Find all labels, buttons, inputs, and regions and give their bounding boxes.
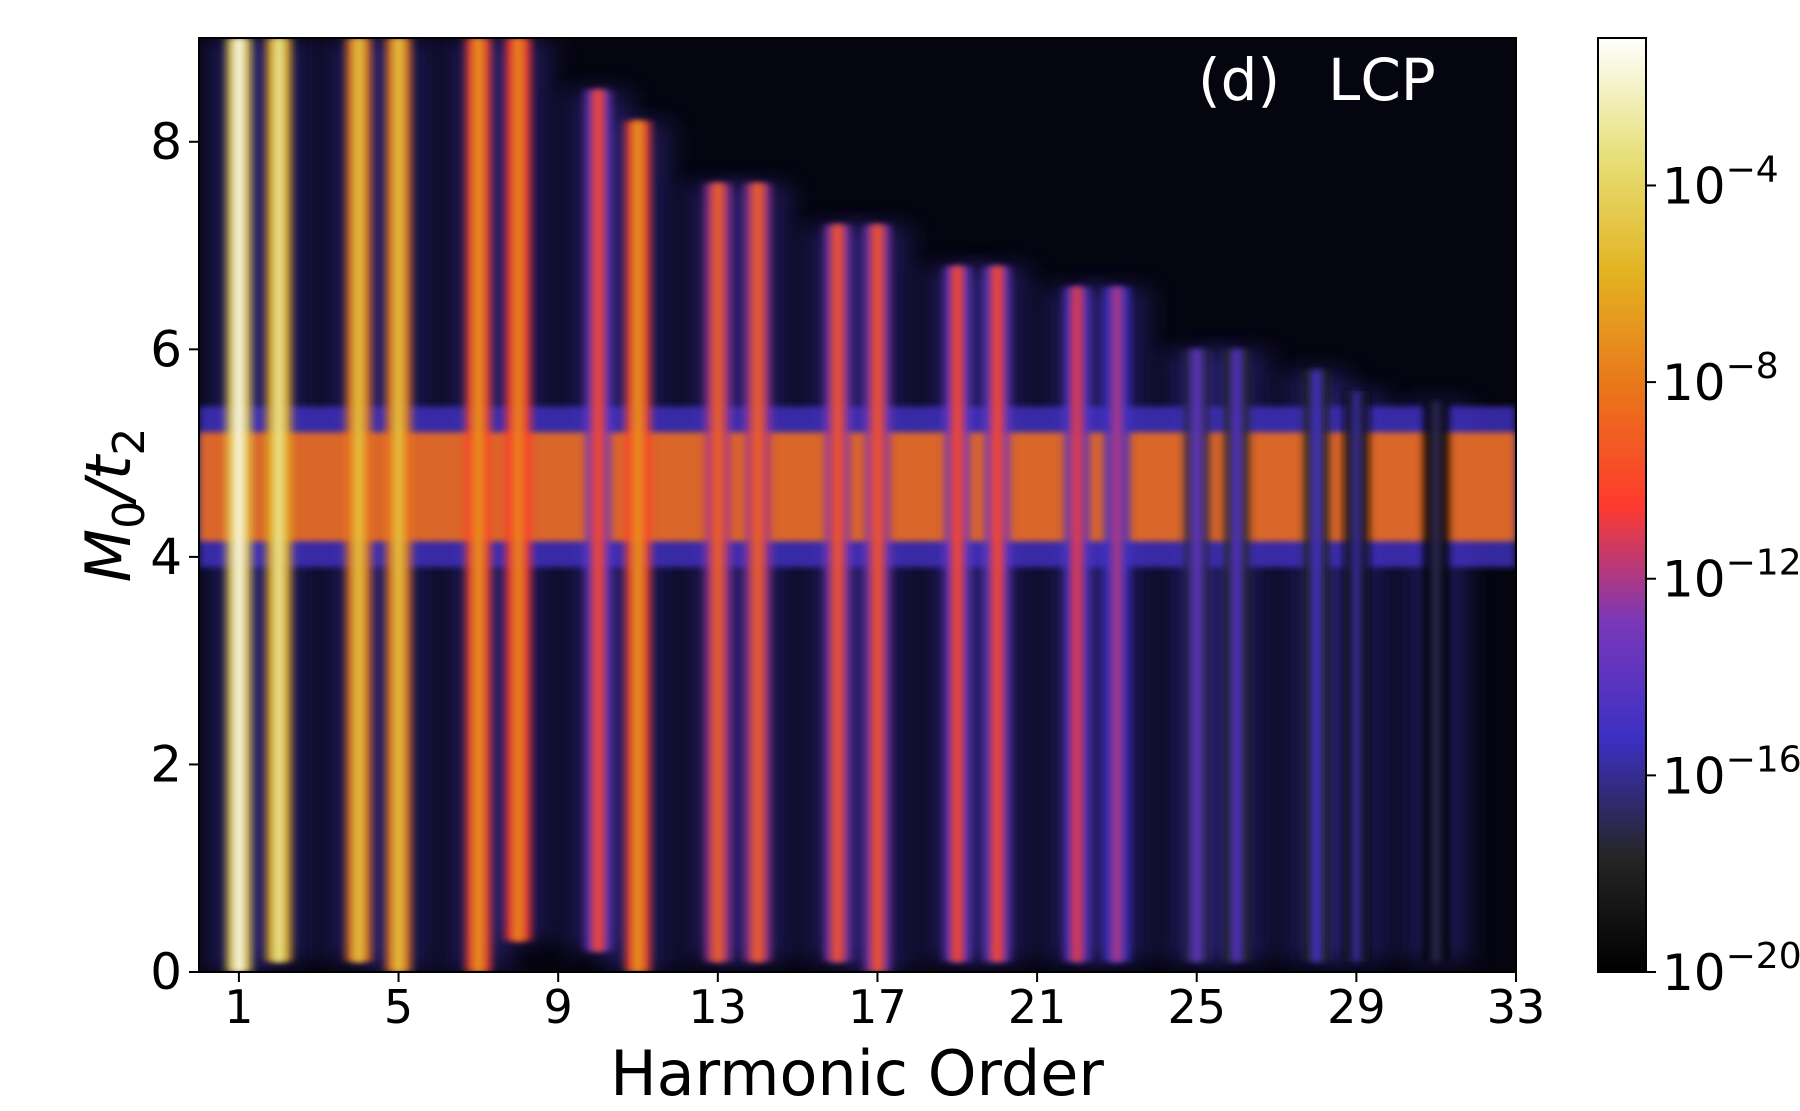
harmonic-peak — [753, 183, 763, 961]
harmonic-peak — [274, 38, 284, 962]
colorbar-tick-label: 10−8 — [1662, 346, 1779, 412]
colorbar-tick-label: 10−12 — [1662, 543, 1800, 609]
harmonic-peak — [473, 38, 483, 972]
x-axis-ticks: 1 5 9 13 17 21 25 29 33 — [224, 972, 1545, 1034]
harmonic-peak — [394, 38, 404, 972]
harmonic-peak — [1232, 349, 1242, 961]
harmonic-peak — [354, 38, 364, 962]
x-tick-label: 29 — [1327, 980, 1386, 1034]
harmonic-peak — [1112, 287, 1122, 962]
harmonic-peak — [992, 266, 1002, 961]
y-tick-label: 4 — [150, 528, 182, 586]
harmonic-peak — [713, 183, 723, 961]
x-tick-label: 25 — [1167, 980, 1226, 1034]
plot-area: 1 5 9 13 17 21 25 29 33 0 2 4 6 8 (d) LCP — [150, 38, 1545, 1034]
y-tick-label: 8 — [150, 113, 182, 171]
harmonic-peak — [1192, 349, 1202, 961]
x-tick-label: 17 — [848, 980, 907, 1034]
x-tick-label: 1 — [224, 980, 253, 1034]
harmonic-peak — [952, 266, 962, 961]
harmonic-peak — [593, 90, 603, 951]
colorbar: 10−20 10−16 10−12 10−8 10−4 — [1598, 38, 1800, 1002]
harmonic-peak — [1351, 391, 1361, 962]
x-axis-label: Harmonic Order — [610, 1037, 1104, 1110]
y-axis-ticks: 0 2 4 6 8 — [150, 113, 199, 1001]
harmonic-peak — [872, 225, 882, 972]
harmonic-peak — [1072, 287, 1082, 962]
panel-label: (d) — [1198, 46, 1280, 114]
colorbar-tick-label: 10−4 — [1662, 149, 1779, 215]
x-tick-label: 21 — [1008, 980, 1067, 1034]
colorbar-tick-label: 10−20 — [1662, 936, 1800, 1002]
colorbar-gradient — [1598, 38, 1646, 972]
harmonic-peak — [234, 38, 244, 972]
x-tick-label: 33 — [1487, 980, 1546, 1034]
y-tick-label: 0 — [150, 943, 182, 1001]
harmonic-peak — [833, 225, 843, 962]
y-axis-label: M0/t2 — [72, 428, 155, 583]
x-tick-label: 13 — [689, 980, 748, 1034]
svg-text:M0/t2: M0/t2 — [72, 428, 155, 583]
colorbar-tick-label: 10−16 — [1662, 739, 1800, 805]
x-tick-label: 9 — [544, 980, 573, 1034]
y-tick-label: 2 — [150, 735, 182, 793]
panel-annotation: LCP — [1328, 46, 1436, 114]
harmonic-peak — [1431, 401, 1441, 961]
harmonic-peak — [633, 121, 643, 972]
harmonic-peak — [513, 38, 523, 941]
y-tick-label: 6 — [150, 320, 182, 378]
colorbar-ticks: 10−20 10−16 10−12 10−8 10−4 — [1646, 149, 1800, 1002]
harmonic-peak — [1311, 370, 1321, 962]
x-tick-label: 5 — [384, 980, 413, 1034]
